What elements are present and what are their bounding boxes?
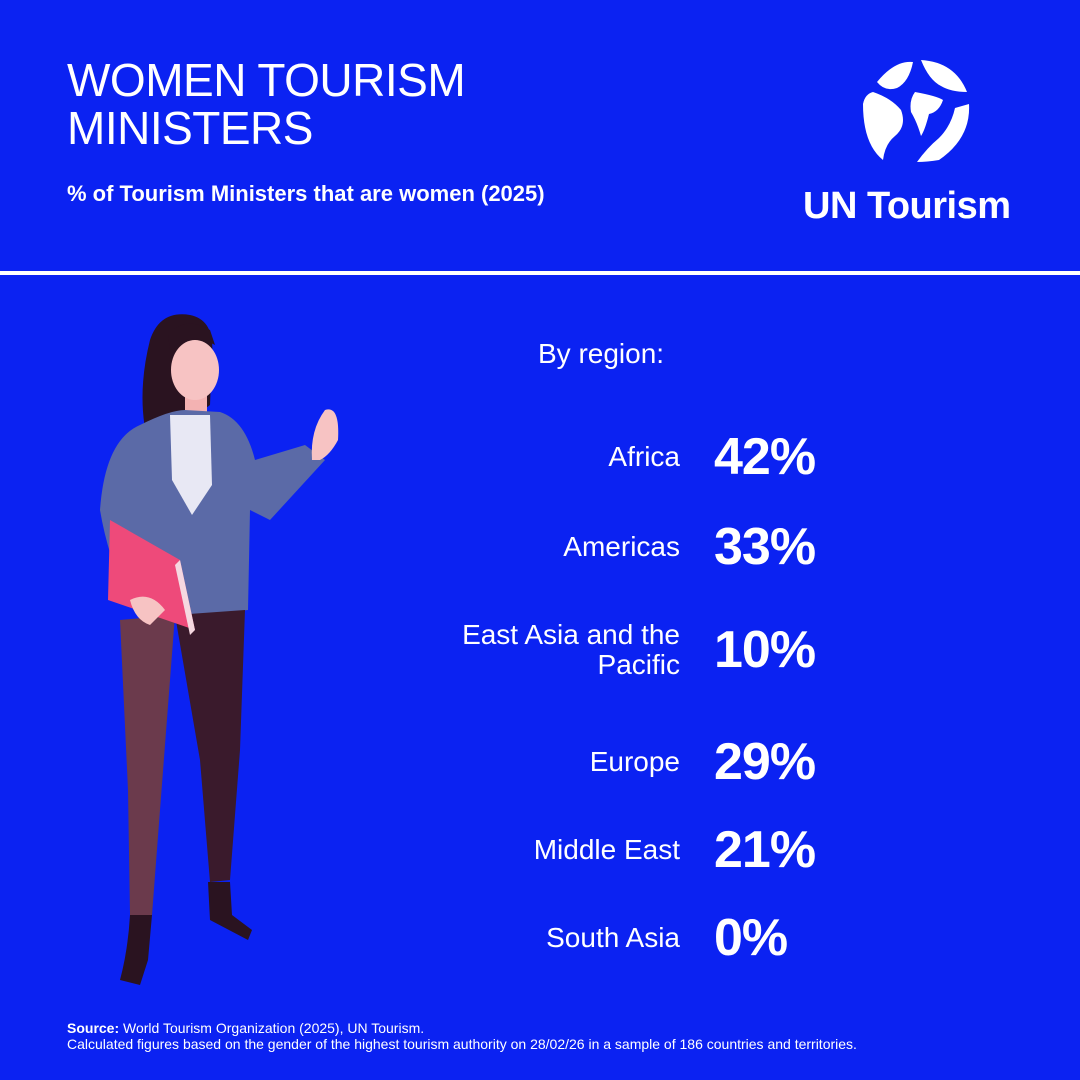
logo-text: UN Tourism (803, 185, 1011, 227)
region-row: Africa 42% (440, 422, 1000, 492)
divider (0, 271, 1080, 275)
region-value: 21% (714, 821, 816, 879)
region-row: East Asia and the Pacific 10% (440, 615, 1000, 685)
source: World Tourism Organization (2025), UN To… (123, 1020, 425, 1036)
region-label: East Asia and the Pacific (462, 619, 680, 680)
region-row: Middle East 21% (440, 815, 1000, 885)
region-value: 0% (714, 909, 788, 967)
section-heading: By region: (538, 338, 665, 369)
region-label: Middle East (533, 834, 680, 865)
source-label: Source: (67, 1020, 120, 1036)
title: WOMEN TOURISM MINISTERS (67, 54, 466, 154)
region-row: Europe 29% (440, 727, 1000, 797)
region-value: 33% (714, 518, 816, 576)
footer: Source: World Tourism Organization (2025… (67, 1020, 857, 1052)
region-row: South Asia 0% (440, 903, 1000, 973)
source-line: Source: World Tourism Organization (2025… (67, 1020, 857, 1036)
region-label: Europe (589, 746, 680, 777)
region-value: 10% (714, 621, 816, 679)
region-label: Africa (608, 441, 680, 472)
note: Calculated figures based on the gender o… (67, 1036, 857, 1052)
title-line: WOMEN TOURISM (67, 54, 466, 106)
title-line: MINISTERS (67, 102, 313, 154)
subtitle: % of Tourism Ministers that are women (2… (67, 181, 545, 206)
region-value: 42% (714, 428, 816, 486)
illustration (100, 314, 339, 985)
region-label: South Asia (546, 922, 680, 953)
region-row: Americas 33% (440, 512, 1000, 582)
region-label: Americas (563, 531, 680, 562)
logo-icon (863, 60, 970, 162)
region-value: 29% (714, 733, 816, 791)
